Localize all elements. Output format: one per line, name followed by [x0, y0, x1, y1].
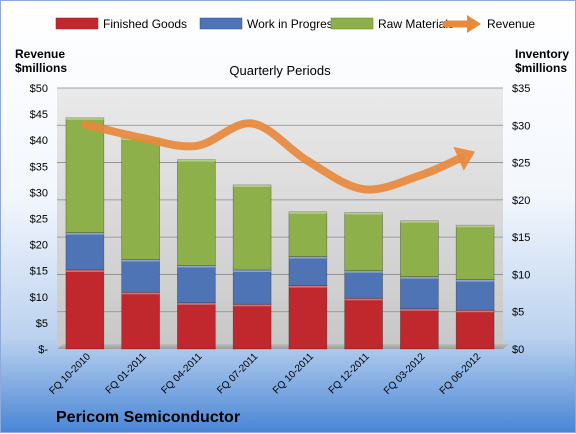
- bar-raw-materials: [122, 138, 160, 260]
- legend-label-work-in-progress: Work in Progress: [247, 17, 339, 31]
- left-tick-label: $40: [30, 135, 48, 147]
- bar-finished-goods: [177, 303, 215, 349]
- right-tick-label: $0: [512, 344, 524, 356]
- left-tick-label: $10: [30, 292, 48, 304]
- legend-label-revenue: Revenue: [487, 17, 535, 31]
- x-tick-label: FQ 04-2011: [160, 351, 205, 396]
- left-tick-label: $25: [30, 214, 48, 226]
- bar-finished-goods: [122, 292, 160, 349]
- right-tick-label: $5: [512, 307, 524, 319]
- bar-work-in-progress: [400, 277, 438, 309]
- bar-raw-materials-highlight: [177, 160, 215, 162]
- left-tick-label: $30: [30, 187, 48, 199]
- left-tick-label: $50: [30, 83, 48, 95]
- bar-finished-goods: [66, 270, 104, 349]
- x-tick-label: FQ 12-2011: [327, 351, 372, 396]
- chart-title: Quarterly Periods: [229, 63, 331, 78]
- bar-work-in-progress: [289, 257, 327, 286]
- bar-raw-materials-highlight: [289, 212, 327, 214]
- right-axis-title-line2: $millions: [515, 61, 567, 75]
- x-tick-label: FQ 06-2012: [438, 351, 484, 397]
- bar-work-in-progress: [177, 265, 215, 302]
- legend: Finished Goods Work in Progress Raw Mate…: [56, 15, 535, 33]
- bar-finished-goods: [345, 298, 383, 349]
- bar-work-in-progress: [233, 270, 271, 304]
- legend-arrow-revenue: [467, 15, 481, 33]
- legend-swatch-work-in-progress: [200, 18, 242, 29]
- left-tick-label: $45: [30, 109, 48, 121]
- left-axis-title-line1: Revenue: [15, 47, 65, 61]
- bar-work-in-progress: [345, 271, 383, 299]
- bar-raw-materials: [66, 118, 104, 233]
- x-tick-label: FQ 07-2011: [215, 351, 260, 396]
- bar-raw-materials: [345, 213, 383, 271]
- bar-finished-goods: [456, 310, 494, 349]
- bar-raw-materials: [233, 185, 271, 270]
- x-tick-label: FQ 10-2010: [47, 351, 93, 397]
- bar-finished-goods: [289, 286, 327, 349]
- left-tick-label: $15: [30, 266, 48, 278]
- right-tick-label: $35: [512, 83, 530, 95]
- bar-finished-goods: [400, 309, 438, 349]
- left-tick-label: $35: [30, 161, 48, 173]
- bar-raw-materials: [289, 212, 327, 257]
- left-tick-label: $5: [36, 318, 48, 330]
- right-axis-title-line1: Inventory: [515, 47, 569, 61]
- bar-raw-materials: [177, 160, 215, 266]
- legend-swatch-raw-materials: [331, 18, 373, 29]
- legend-label-finished-goods: Finished Goods: [103, 17, 187, 31]
- right-tick-label: $15: [512, 232, 530, 244]
- legend-swatch-finished-goods: [56, 18, 98, 29]
- bar-finished-goods: [233, 304, 271, 349]
- right-tick-label: $30: [512, 120, 530, 132]
- bar-raw-materials-highlight: [400, 221, 438, 223]
- right-tick-label: $10: [512, 269, 530, 281]
- left-axis-ticks: $- $5 $10 $15 $20 $25 $30 $35 $40 $45 $50: [30, 83, 49, 356]
- company-name: Pericom Semiconductor: [56, 409, 240, 426]
- x-tick-label: FQ 03-2012: [382, 351, 428, 397]
- right-tick-label: $25: [512, 158, 530, 170]
- bar-raw-materials: [400, 221, 438, 277]
- right-tick-label: $20: [512, 195, 530, 207]
- left-tick-label: $20: [30, 240, 48, 252]
- bar-raw-materials-highlight: [233, 185, 271, 187]
- bar-raw-materials-highlight: [456, 225, 494, 227]
- bar-work-in-progress: [122, 260, 160, 293]
- bar-raw-materials-highlight: [66, 118, 104, 120]
- bar-raw-materials: [456, 225, 494, 279]
- x-tick-label: FQ 01-2011: [104, 351, 149, 396]
- bar-work-in-progress: [66, 233, 104, 270]
- x-tick-label: FQ 10-2011: [271, 351, 316, 396]
- left-axis-title-line2: $millions: [15, 61, 67, 75]
- bar-work-in-progress: [456, 280, 494, 311]
- bar-raw-materials-highlight: [345, 213, 383, 215]
- right-axis-ticks: $0 $5 $10 $15 $20 $25 $30 $35: [512, 83, 530, 356]
- left-tick-label: $-: [38, 344, 48, 356]
